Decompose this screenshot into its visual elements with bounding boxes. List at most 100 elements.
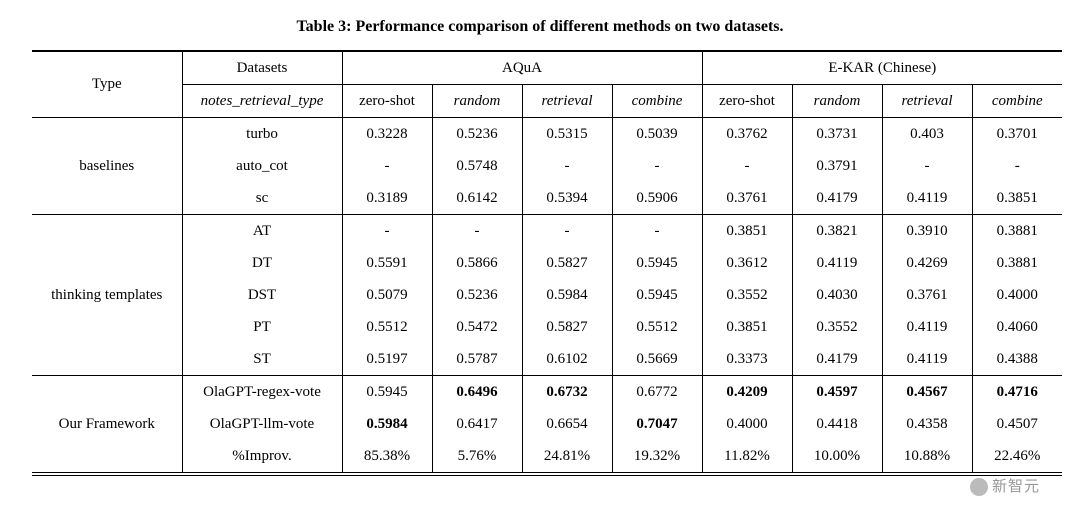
cell: 0.3373 — [702, 343, 792, 376]
cell: 0.3189 — [342, 182, 432, 215]
header-col-4: zero-shot — [702, 85, 792, 118]
cell: - — [342, 215, 432, 248]
cell: 0.3851 — [702, 311, 792, 343]
header-col-6: retrieval — [882, 85, 972, 118]
row-label: AT — [182, 215, 342, 248]
cell: 0.4119 — [882, 343, 972, 376]
row-label: sc — [182, 182, 342, 215]
cell: 0.5787 — [432, 343, 522, 376]
cell: - — [612, 150, 702, 182]
header-datasets: Datasets — [182, 51, 342, 85]
cell: 0.4119 — [792, 247, 882, 279]
cell: 0.3881 — [972, 247, 1062, 279]
cell: 0.5512 — [342, 311, 432, 343]
performance-table: Type Datasets AQuA E-KAR (Chinese) notes… — [32, 50, 1062, 476]
cell: 0.5827 — [522, 247, 612, 279]
cell: 0.4179 — [792, 182, 882, 215]
cell: 0.4269 — [882, 247, 972, 279]
table-row: auto_cot - 0.5748 - - - 0.3791 - - — [32, 150, 1062, 182]
group-baselines: baselines — [32, 118, 182, 215]
header-col-2: retrieval — [522, 85, 612, 118]
header-ekar: E-KAR (Chinese) — [702, 51, 1062, 85]
row-label: turbo — [182, 118, 342, 151]
cell: 0.3731 — [792, 118, 882, 151]
row-label: OlaGPT-llm-vote — [182, 408, 342, 440]
row-label: DT — [182, 247, 342, 279]
cell: - — [702, 150, 792, 182]
cell: 0.6772 — [612, 376, 702, 409]
table-caption: Table 3: Performance comparison of diffe… — [32, 18, 1048, 36]
cell: 0.4567 — [882, 376, 972, 409]
cell: 0.403 — [882, 118, 972, 151]
cell: 0.4119 — [882, 182, 972, 215]
cell: 0.3910 — [882, 215, 972, 248]
row-label: DST — [182, 279, 342, 311]
table-row: DT 0.5591 0.5866 0.5827 0.5945 0.3612 0.… — [32, 247, 1062, 279]
cell: - — [342, 150, 432, 182]
cell: 0.3228 — [342, 118, 432, 151]
row-label: %Improv. — [182, 440, 342, 474]
cell: 0.4060 — [972, 311, 1062, 343]
header-aqua: AQuA — [342, 51, 702, 85]
group-framework: Our Framework — [32, 376, 182, 475]
cell: 0.5591 — [342, 247, 432, 279]
watermark: 新智元 — [970, 475, 1040, 496]
cell: 0.5945 — [612, 247, 702, 279]
cell: 0.6654 — [522, 408, 612, 440]
cell: 10.88% — [882, 440, 972, 474]
cell: 0.3761 — [882, 279, 972, 311]
table-row: DST 0.5079 0.5236 0.5984 0.5945 0.3552 0… — [32, 279, 1062, 311]
cell: 0.3701 — [972, 118, 1062, 151]
cell: 0.6496 — [432, 376, 522, 409]
cell: 0.5079 — [342, 279, 432, 311]
cell: 0.5984 — [342, 408, 432, 440]
cell: 0.4388 — [972, 343, 1062, 376]
cell: 0.3612 — [702, 247, 792, 279]
cell: - — [972, 150, 1062, 182]
table-row: ST 0.5197 0.5787 0.6102 0.5669 0.3373 0.… — [32, 343, 1062, 376]
watermark-icon — [970, 478, 988, 496]
cell: 0.5394 — [522, 182, 612, 215]
header-col-3: combine — [612, 85, 702, 118]
cell: 0.4030 — [792, 279, 882, 311]
cell: 0.7047 — [612, 408, 702, 440]
row-label: ST — [182, 343, 342, 376]
cell: 0.4209 — [702, 376, 792, 409]
cell: 0.3791 — [792, 150, 882, 182]
cell: - — [882, 150, 972, 182]
cell: 0.4418 — [792, 408, 882, 440]
watermark-text: 新智元 — [992, 478, 1040, 495]
row-label: PT — [182, 311, 342, 343]
cell: 0.4119 — [882, 311, 972, 343]
row-label: auto_cot — [182, 150, 342, 182]
cell: 0.5945 — [612, 279, 702, 311]
table-row: baselines turbo 0.3228 0.5236 0.5315 0.5… — [32, 118, 1062, 151]
cell: 0.5827 — [522, 311, 612, 343]
table-row: Our Framework OlaGPT-regex-vote 0.5945 0… — [32, 376, 1062, 409]
table-row: %Improv. 85.38% 5.76% 24.81% 19.32% 11.8… — [32, 440, 1062, 474]
cell: 22.46% — [972, 440, 1062, 474]
header-col-5: random — [792, 85, 882, 118]
cell: - — [522, 215, 612, 248]
cell: 0.3851 — [702, 215, 792, 248]
header-col-7: combine — [972, 85, 1062, 118]
cell: 0.3552 — [702, 279, 792, 311]
cell: 0.5512 — [612, 311, 702, 343]
cell: 0.5236 — [432, 279, 522, 311]
cell: 0.5984 — [522, 279, 612, 311]
cell: 10.00% — [792, 440, 882, 474]
cell: 0.5039 — [612, 118, 702, 151]
table-row: OlaGPT-llm-vote 0.5984 0.6417 0.6654 0.7… — [32, 408, 1062, 440]
cell: 0.4000 — [702, 408, 792, 440]
cell: 0.5236 — [432, 118, 522, 151]
cell: 0.4358 — [882, 408, 972, 440]
header-col-0: zero-shot — [342, 85, 432, 118]
table-row: thinking templates AT - - - - 0.3851 0.3… — [32, 215, 1062, 248]
row-label: OlaGPT-regex-vote — [182, 376, 342, 409]
cell: 0.6142 — [432, 182, 522, 215]
header-col-1: random — [432, 85, 522, 118]
cell: 0.4179 — [792, 343, 882, 376]
cell: 0.5197 — [342, 343, 432, 376]
cell: 0.4597 — [792, 376, 882, 409]
cell: 0.3552 — [792, 311, 882, 343]
